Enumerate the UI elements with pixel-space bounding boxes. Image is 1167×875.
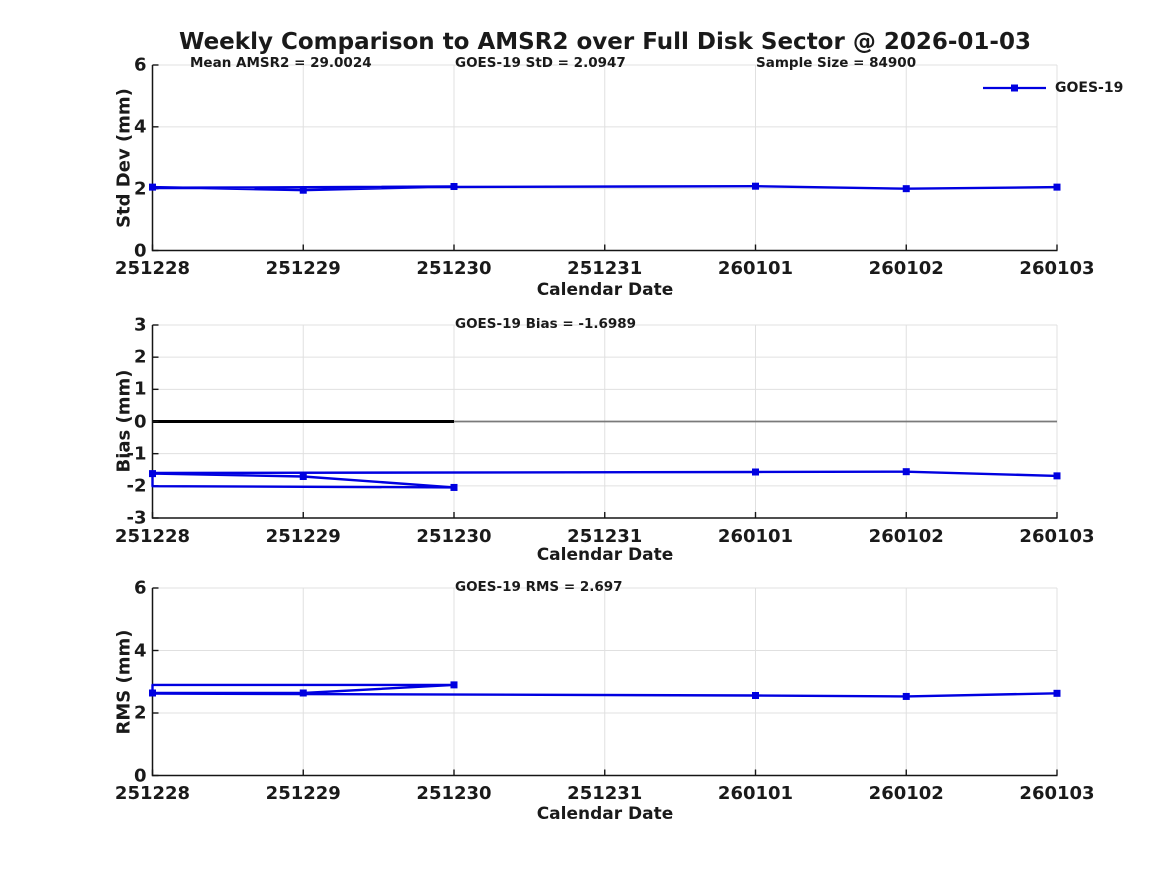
x-tick-label: 251229 <box>265 525 341 547</box>
x-tick-label: 251230 <box>416 783 492 804</box>
annotation-sample-size: Sample Size = 84900 <box>756 55 917 71</box>
x-tick-label: 251229 <box>265 783 341 804</box>
y-tick-label: -3 <box>126 507 147 529</box>
y-tick-label: -2 <box>126 475 147 497</box>
x-tick-label: 251230 <box>416 525 492 547</box>
series-marker <box>149 689 156 697</box>
legend-series-label: GOES-19 <box>1055 80 1124 96</box>
x-tick-label: 260102 <box>868 525 944 547</box>
annotation-goes19-std: GOES-19 StD = 2.0947 <box>455 55 626 71</box>
x-tick-label: 260101 <box>717 525 794 547</box>
y-tick-label: 6 <box>133 577 147 599</box>
x-axis-label-bottom: Calendar Date <box>536 804 674 824</box>
x-tick-label: 260103 <box>1019 783 1095 804</box>
x-tick-label: 251231 <box>567 783 643 804</box>
x-tick-label: 260101 <box>717 783 794 804</box>
x-tick-label: 260101 <box>717 258 794 279</box>
y-tick-label: 0 <box>133 411 147 432</box>
annotation-goes19-bias: GOES-19 Bias = -1.6989 <box>455 316 637 332</box>
x-tick-label: 251228 <box>114 525 191 547</box>
y-tick-label: 2 <box>133 702 147 724</box>
legend: GOES-19 <box>982 80 1123 96</box>
y-tick-label: 0 <box>133 765 147 786</box>
y-tick-label: 4 <box>133 116 147 138</box>
series-marker <box>299 689 307 697</box>
series-marker <box>149 183 156 191</box>
y-tick-label: 4 <box>133 640 147 661</box>
x-tick-label: 260103 <box>1019 525 1095 547</box>
annotation-mean-amsr2: Mean AMSR2 = 29.0024 <box>190 55 372 71</box>
series-marker <box>752 182 759 190</box>
y-axis-label-std-dev: Std Dev (mm) <box>113 88 135 228</box>
x-tick-label: 251230 <box>416 258 492 279</box>
y-tick-label: 3 <box>133 314 147 336</box>
series-marker <box>1053 689 1061 697</box>
series-marker <box>752 692 759 699</box>
series-marker <box>902 468 910 476</box>
y-tick-label: -1 <box>126 443 147 465</box>
series-marker <box>902 692 910 700</box>
x-tick-label: 251228 <box>114 258 191 279</box>
y-tick-label: 6 <box>133 54 147 76</box>
series-marker <box>450 681 458 689</box>
x-axis-label-top: Calendar Date <box>536 280 674 300</box>
x-tick-label: 260102 <box>868 783 944 804</box>
series-marker <box>299 473 307 481</box>
series-line <box>151 470 1058 489</box>
series-marker <box>1053 183 1061 191</box>
x-tick-label: 260102 <box>868 258 944 279</box>
x-tick-label: 251228 <box>114 783 191 804</box>
chart-title: Weekly Comparison to AMSR2 over Full Dis… <box>179 29 1031 55</box>
series-marker <box>299 186 307 194</box>
legend-line-sample-icon <box>983 84 1046 92</box>
series-marker <box>450 483 458 491</box>
x-tick-label: 251229 <box>265 258 341 279</box>
series-line <box>151 683 1058 698</box>
series-marker <box>149 470 156 478</box>
y-tick-label: 0 <box>133 240 147 261</box>
series-marker <box>450 183 458 191</box>
x-tick-label: 251231 <box>567 258 643 279</box>
x-tick-label: 251231 <box>567 525 643 547</box>
y-tick-label: 2 <box>133 346 147 368</box>
annotation-goes19-rms: GOES-19 RMS = 2.697 <box>455 579 623 595</box>
x-tick-label: 260103 <box>1019 258 1095 279</box>
y-tick-label: 2 <box>133 178 147 200</box>
series-marker <box>1053 472 1061 480</box>
series-marker <box>902 185 910 193</box>
x-axis-label-middle: Calendar Date <box>536 545 674 565</box>
series-marker <box>752 468 759 476</box>
y-tick-label: 1 <box>133 378 147 400</box>
